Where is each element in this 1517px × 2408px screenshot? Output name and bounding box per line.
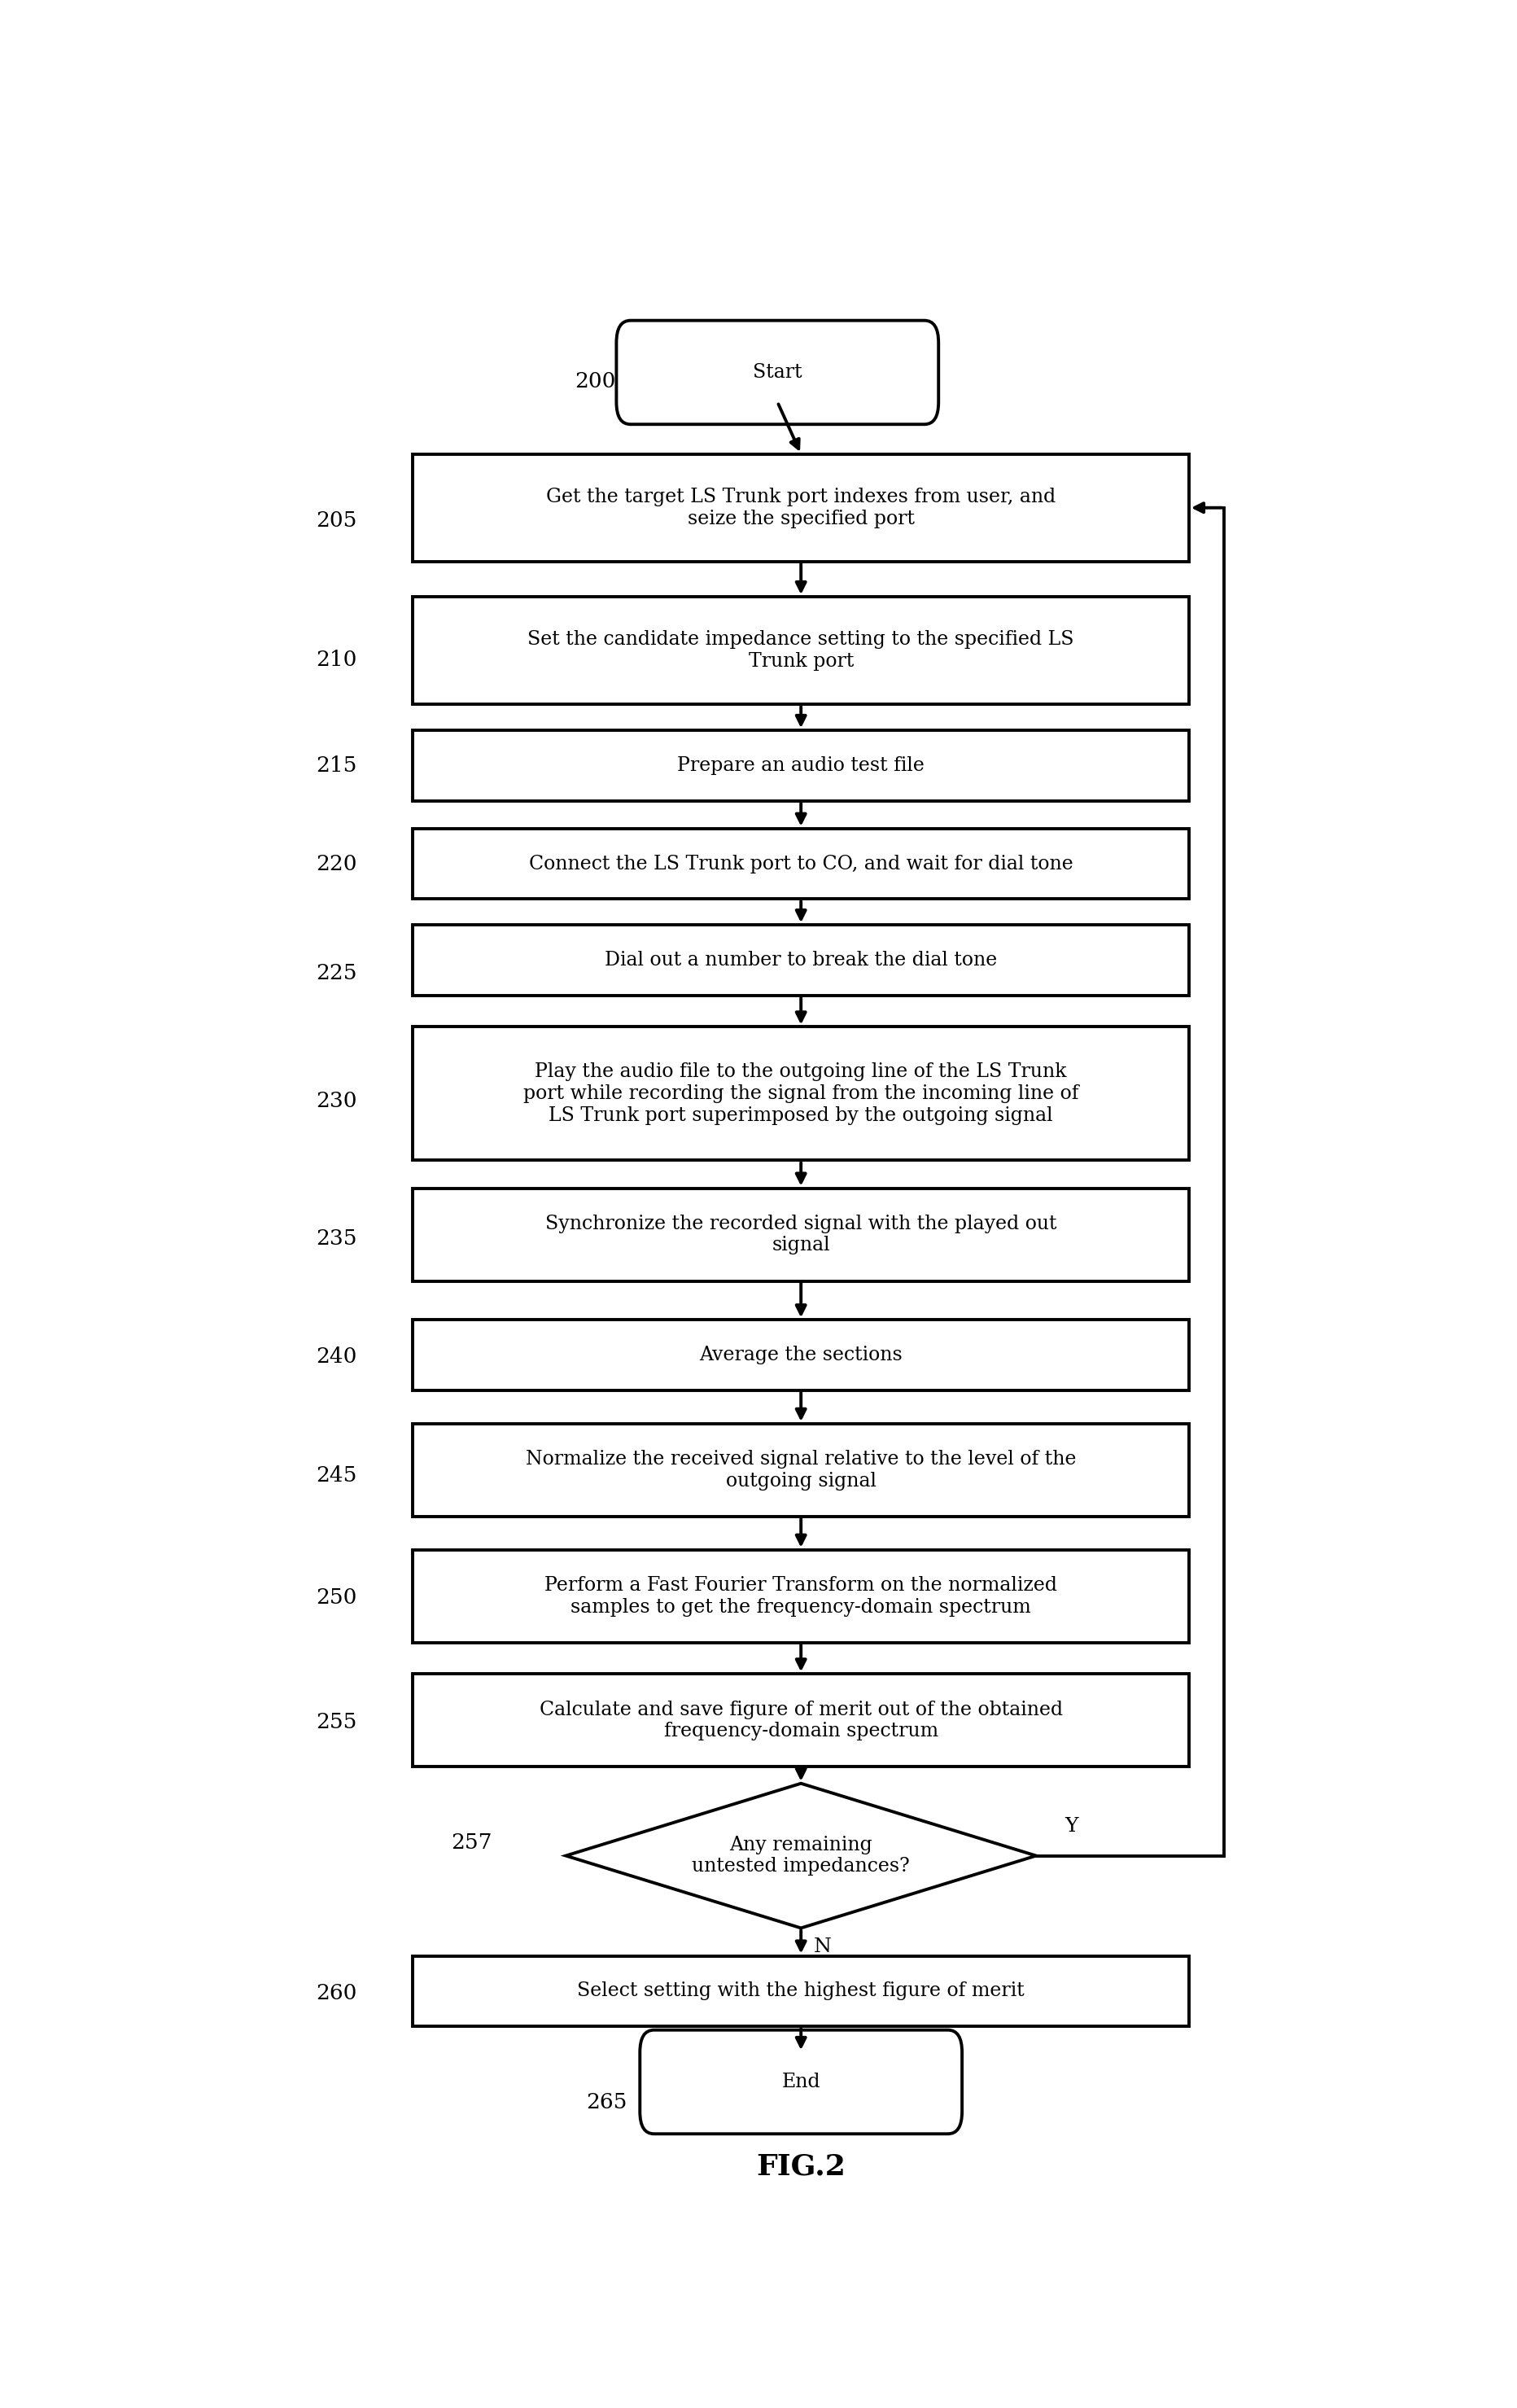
Text: Normalize the received signal relative to the level of the
outgoing signal: Normalize the received signal relative t… bbox=[526, 1450, 1076, 1491]
Text: Prepare an audio test file: Prepare an audio test file bbox=[677, 756, 925, 775]
FancyBboxPatch shape bbox=[640, 2030, 962, 2133]
Text: Calculate and save figure of merit out of the obtained
frequency-domain spectrum: Calculate and save figure of merit out o… bbox=[539, 1700, 1063, 1741]
Text: 255: 255 bbox=[316, 1712, 356, 1731]
Text: Synchronize the recorded signal with the played out
signal: Synchronize the recorded signal with the… bbox=[545, 1214, 1057, 1255]
Bar bbox=[413, 1423, 1189, 1517]
Text: Play the audio file to the outgoing line of the LS Trunk
port while recording th: Play the audio file to the outgoing line… bbox=[523, 1062, 1079, 1125]
Text: Select setting with the highest figure of merit: Select setting with the highest figure o… bbox=[578, 1982, 1024, 2001]
Text: 225: 225 bbox=[316, 963, 356, 982]
Text: 235: 235 bbox=[316, 1228, 356, 1247]
Bar bbox=[413, 1551, 1189, 1642]
Text: 265: 265 bbox=[587, 2093, 628, 2112]
Text: Perform a Fast Fourier Transform on the normalized
samples to get the frequency-: Perform a Fast Fourier Transform on the … bbox=[545, 1575, 1057, 1616]
Bar bbox=[413, 1674, 1189, 1767]
Text: N: N bbox=[813, 1936, 831, 1955]
Text: 205: 205 bbox=[316, 510, 356, 530]
Text: 210: 210 bbox=[316, 650, 356, 669]
Text: End: End bbox=[781, 2073, 821, 2090]
Bar bbox=[413, 1026, 1189, 1161]
Bar bbox=[413, 925, 1189, 995]
Text: Connect the LS Trunk port to CO, and wait for dial tone: Connect the LS Trunk port to CO, and wai… bbox=[529, 855, 1073, 874]
Text: 200: 200 bbox=[575, 371, 616, 393]
Text: Y: Y bbox=[1065, 1816, 1079, 1835]
Bar bbox=[413, 1187, 1189, 1281]
Text: Set the candidate impedance setting to the specified LS
Trunk port: Set the candidate impedance setting to t… bbox=[528, 631, 1074, 672]
Polygon shape bbox=[566, 1784, 1036, 1929]
Text: Average the sections: Average the sections bbox=[699, 1346, 903, 1365]
FancyBboxPatch shape bbox=[616, 320, 939, 424]
Bar bbox=[413, 1320, 1189, 1389]
Bar bbox=[413, 1955, 1189, 2025]
Text: Get the target LS Trunk port indexes from user, and
seize the specified port: Get the target LS Trunk port indexes fro… bbox=[546, 486, 1056, 527]
Text: 215: 215 bbox=[316, 756, 356, 775]
Text: FIG.2: FIG.2 bbox=[757, 2153, 845, 2179]
Text: Start: Start bbox=[752, 364, 802, 383]
Bar bbox=[413, 730, 1189, 802]
Text: Any remaining
untested impedances?: Any remaining untested impedances? bbox=[692, 1835, 910, 1876]
Text: 230: 230 bbox=[316, 1091, 356, 1110]
Bar bbox=[413, 455, 1189, 561]
Text: 250: 250 bbox=[316, 1587, 356, 1609]
Bar bbox=[413, 828, 1189, 898]
Text: 245: 245 bbox=[316, 1466, 356, 1486]
Bar bbox=[413, 597, 1189, 703]
Text: 240: 240 bbox=[316, 1346, 356, 1368]
Text: Dial out a number to break the dial tone: Dial out a number to break the dial tone bbox=[605, 951, 997, 970]
Text: 257: 257 bbox=[451, 1832, 493, 1852]
Text: 220: 220 bbox=[316, 852, 356, 874]
Text: 260: 260 bbox=[316, 1982, 356, 2003]
